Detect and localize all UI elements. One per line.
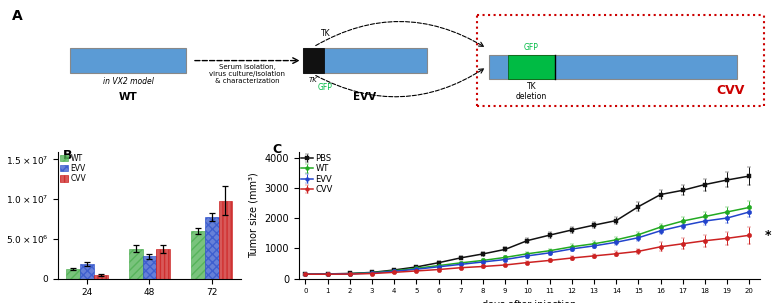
Bar: [143, 256, 156, 279]
Text: TK
deletion: TK deletion: [516, 82, 547, 101]
FancyBboxPatch shape: [489, 55, 737, 79]
FancyBboxPatch shape: [303, 48, 324, 73]
Text: WT: WT: [119, 92, 137, 102]
Legend: WT, EVV, CVV: WT, EVV, CVV: [60, 153, 87, 184]
Text: TK: TK: [309, 77, 317, 83]
FancyBboxPatch shape: [303, 48, 427, 73]
Text: Serum isolation,
virus culture/isolation
& characterization: Serum isolation, virus culture/isolation…: [210, 64, 286, 84]
Bar: [156, 248, 170, 279]
Text: CVV: CVV: [716, 84, 745, 97]
Bar: [191, 231, 205, 279]
Bar: [219, 201, 232, 279]
Y-axis label: Tumor size (mm³): Tumor size (mm³): [249, 172, 259, 258]
Bar: [80, 265, 94, 279]
Text: GFP: GFP: [317, 83, 332, 92]
Bar: [129, 248, 143, 279]
Bar: [205, 217, 219, 279]
Text: C: C: [272, 143, 281, 156]
Text: TK: TK: [321, 29, 331, 38]
Text: A: A: [12, 9, 23, 23]
Bar: [67, 269, 80, 279]
FancyBboxPatch shape: [70, 48, 186, 73]
Bar: [94, 275, 108, 279]
Text: *: *: [765, 229, 771, 242]
Legend: PBS, WT, EVV, CVV: PBS, WT, EVV, CVV: [300, 153, 334, 195]
Text: GFP: GFP: [524, 42, 539, 52]
FancyBboxPatch shape: [508, 55, 555, 79]
X-axis label: days after injection: days after injection: [483, 300, 577, 303]
Text: in VX2 model: in VX2 model: [102, 77, 154, 86]
Text: EVV: EVV: [353, 92, 376, 102]
Text: B: B: [64, 149, 73, 162]
